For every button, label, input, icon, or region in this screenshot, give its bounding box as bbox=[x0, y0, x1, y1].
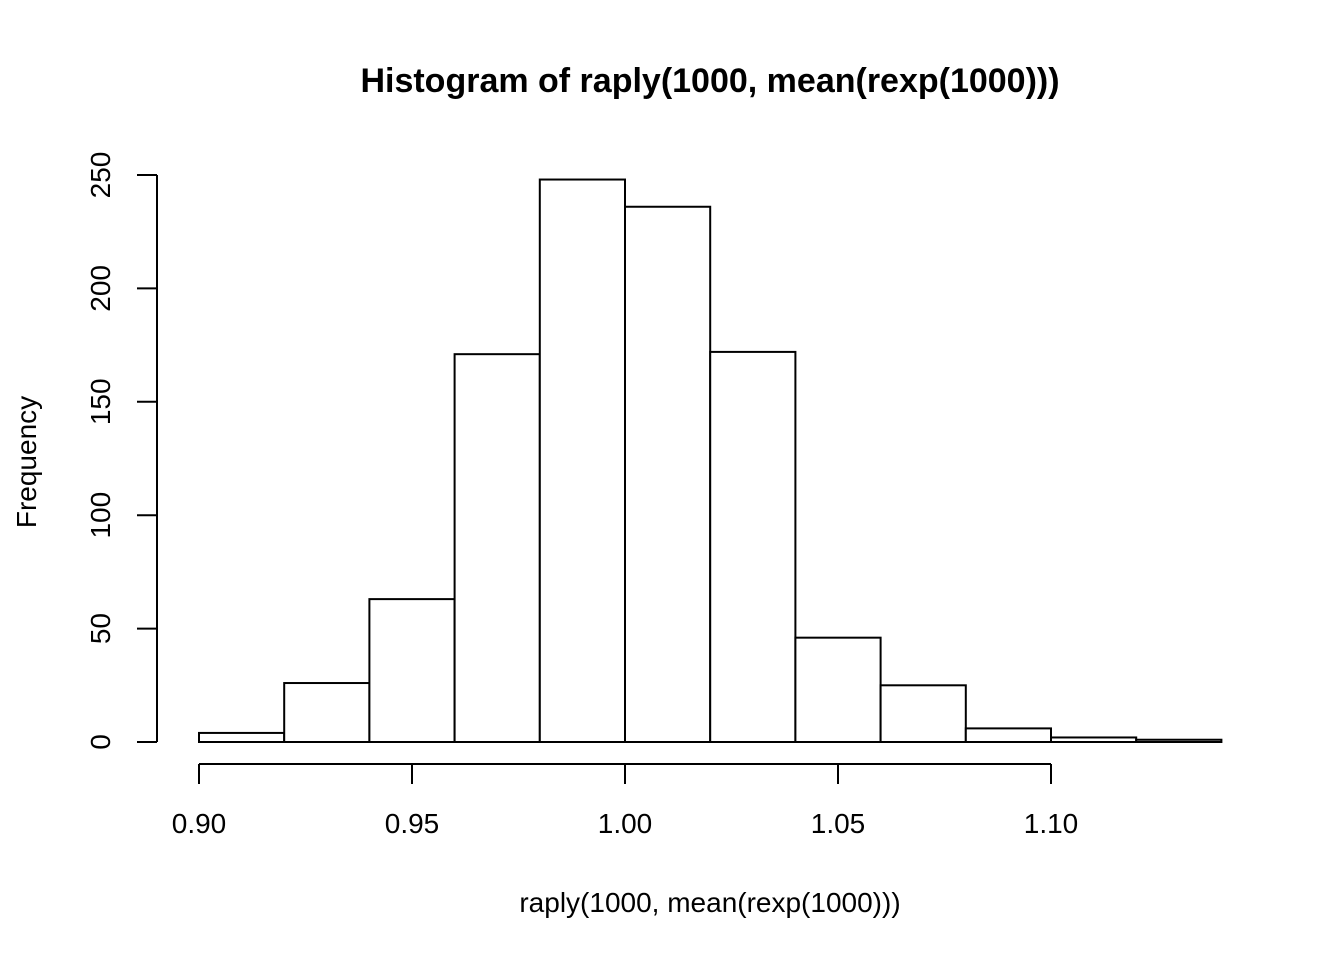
chart-title: Histogram of raply(1000, mean(rexp(1000)… bbox=[360, 62, 1059, 100]
y-tick-label: 250 bbox=[85, 152, 116, 199]
y-tick-label: 200 bbox=[85, 265, 116, 312]
histogram-bars bbox=[198, 178, 1223, 744]
y-tick-label: 50 bbox=[85, 613, 116, 644]
histogram-bar bbox=[624, 205, 712, 743]
x-axis: 0.90 0.95 1.00 1.05 1.10 bbox=[172, 763, 1079, 839]
x-tick-label: 0.90 bbox=[172, 808, 227, 839]
x-axis-label: raply(1000, mean(rexp(1000))) bbox=[519, 887, 900, 918]
x-tick-label: 1.00 bbox=[598, 808, 653, 839]
y-axis-label: Frequency bbox=[11, 396, 42, 528]
histogram-bar bbox=[283, 682, 371, 743]
y-tick-label: 0 bbox=[85, 734, 116, 750]
histogram-bar bbox=[1050, 736, 1138, 743]
x-tick-label: 0.95 bbox=[385, 808, 440, 839]
histogram-bar bbox=[794, 636, 882, 743]
y-tick-label: 150 bbox=[85, 378, 116, 425]
histogram-bar bbox=[1135, 738, 1223, 743]
histogram-bar bbox=[709, 350, 797, 743]
x-tick-label: 1.05 bbox=[811, 808, 866, 839]
x-tick-label: 1.10 bbox=[1024, 808, 1079, 839]
y-axis: 0 50 100 150 200 250 bbox=[85, 152, 158, 750]
histogram-bar bbox=[964, 727, 1052, 744]
histogram-bar bbox=[368, 598, 456, 744]
histogram-bar bbox=[198, 731, 286, 743]
histogram-bar bbox=[879, 684, 967, 743]
histogram-bar bbox=[453, 353, 541, 743]
y-tick-label: 100 bbox=[85, 492, 116, 539]
histogram-bar bbox=[538, 178, 626, 743]
